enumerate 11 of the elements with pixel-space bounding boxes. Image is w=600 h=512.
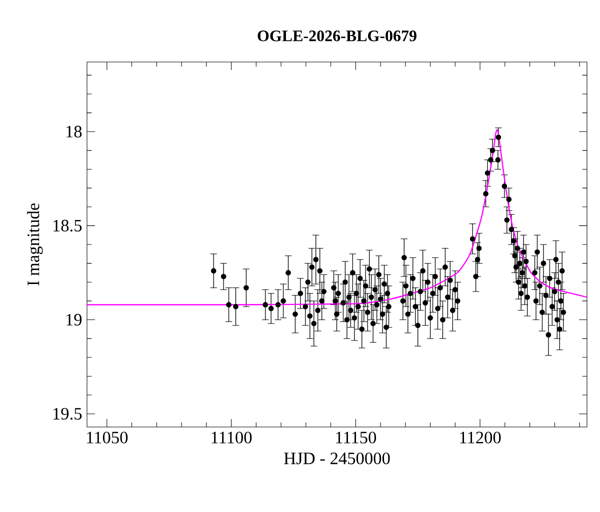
x-tick-label: 11200 (460, 432, 501, 444)
x-tick-label: 11100 (212, 432, 252, 444)
x-tick-label: 11050 (87, 432, 128, 444)
x-tick-label: 11150 (336, 432, 376, 444)
y-tick-label: 18 (66, 126, 82, 138)
y-tick-label: 18.5 (53, 220, 82, 232)
y-tick-label: 19 (66, 314, 82, 326)
y-tick-label: 19.5 (53, 408, 82, 420)
chart-title: OGLE-2026-BLG-0679 (258, 30, 416, 42)
x-axis-title: HJD - 2450000 (284, 452, 390, 464)
y-axis-title: I magnitude (27, 203, 43, 286)
